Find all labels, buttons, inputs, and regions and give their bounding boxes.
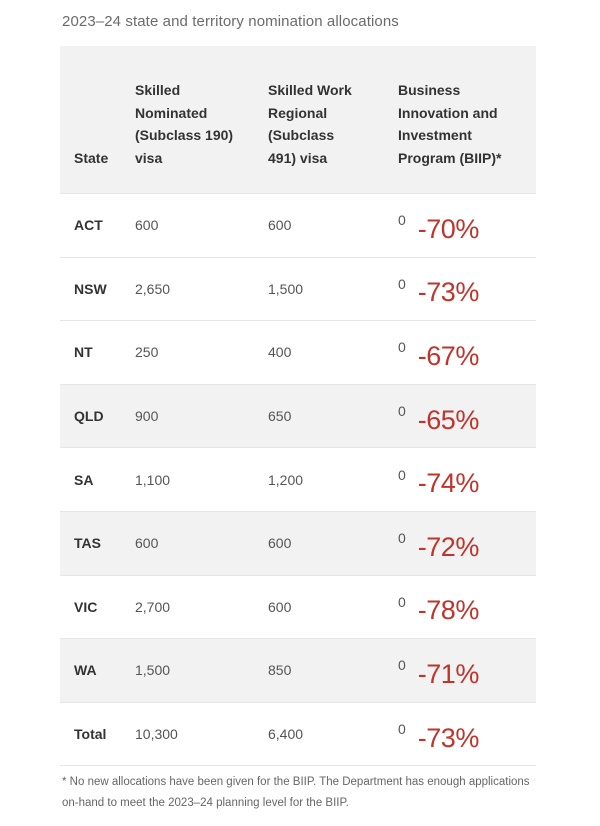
cell-subclass-491: 650	[268, 408, 292, 425]
change-annotation: -73%	[417, 277, 480, 308]
change-annotation: -67%	[417, 340, 480, 371]
cell-subclass-190: 900	[135, 408, 159, 425]
cell-subclass-190: 250	[135, 344, 159, 361]
change-annotation: -71%	[417, 658, 480, 689]
cell-subclass-190: 600	[135, 535, 159, 552]
cell-biip: 0 -73%	[398, 269, 536, 308]
table-row: NSW 2,650 1,500 0 -73%	[60, 258, 536, 322]
biip-value: 0	[398, 530, 406, 547]
table-row: ACT 600 600 0 -70%	[60, 194, 536, 258]
cell-biip: 0 -78%	[398, 587, 536, 626]
table-row: SA 1,100 1,200 0 -74%	[60, 448, 536, 512]
cell-state: WA	[74, 662, 97, 679]
biip-value: 0	[398, 403, 406, 420]
cell-subclass-491: 6,400	[268, 726, 304, 743]
table-row-total: Total 10,300 6,400 0 -73%	[60, 703, 536, 767]
change-annotation: -78%	[417, 595, 480, 626]
biip-value: 0	[398, 275, 406, 292]
cell-subclass-491: 1,500	[268, 280, 304, 297]
table-caption: 2023–24 state and territory nomination a…	[62, 13, 399, 30]
biip-value: 0	[398, 657, 406, 674]
cell-state: NT	[74, 344, 93, 361]
cell-state: SA	[74, 471, 94, 488]
cell-subclass-190: 2,700	[135, 598, 171, 615]
header-subclass-190: Skilled Nominated (Subclass 190) visa	[135, 82, 234, 166]
biip-value: 0	[398, 593, 406, 610]
table-row: QLD 900 650 0 -65%	[60, 384, 536, 449]
change-annotation: -74%	[417, 468, 480, 499]
cell-biip: 0 -70%	[398, 206, 536, 245]
cell-state: Total	[74, 726, 107, 743]
cell-biip: 0 -72%	[398, 524, 536, 563]
cell-state: ACT	[74, 217, 103, 234]
biip-value: 0	[398, 721, 406, 738]
cell-subclass-491: 850	[268, 662, 292, 679]
cell-state: TAS	[74, 535, 101, 552]
cell-biip: 0 -71%	[398, 651, 536, 690]
change-annotation: -65%	[417, 404, 480, 435]
header-state: State	[74, 149, 109, 166]
cell-biip: 0 -67%	[398, 333, 536, 372]
cell-state: NSW	[74, 280, 107, 297]
biip-value: 0	[398, 339, 406, 356]
table-row: WA 1,500 850 0 -71%	[60, 639, 536, 703]
cell-state: QLD	[74, 408, 104, 425]
cell-subclass-190: 1,100	[135, 471, 171, 488]
cell-biip: 0 -74%	[398, 460, 536, 499]
change-annotation: -72%	[417, 531, 480, 562]
cell-subclass-491: 600	[268, 535, 292, 552]
cell-biip: 0 -65%	[398, 397, 536, 436]
cell-subclass-190: 1,500	[135, 662, 171, 679]
cell-subclass-190: 2,650	[135, 280, 171, 297]
header-biip: Business Innovation and Investment Progr…	[398, 82, 502, 166]
cell-subclass-190: 600	[135, 217, 159, 234]
cell-state: VIC	[74, 598, 98, 615]
change-annotation: -70%	[417, 213, 480, 244]
cell-subclass-491: 600	[268, 598, 292, 615]
biip-value: 0	[398, 212, 406, 229]
cell-subclass-491: 1,200	[268, 471, 304, 488]
cell-biip: 0 -73%	[398, 715, 536, 754]
table-row: VIC 2,700 600 0 -78%	[60, 576, 536, 640]
footnote: * No new allocations have been given for…	[62, 776, 530, 809]
table-row: NT 250 400 0 -67%	[60, 321, 536, 385]
biip-value: 0	[398, 466, 406, 483]
cell-subclass-491: 400	[268, 344, 292, 361]
change-annotation: -73%	[417, 722, 480, 753]
allocations-table: State Skilled Nominated (Subclass 190) v…	[60, 46, 536, 767]
table-header-row: State Skilled Nominated (Subclass 190) v…	[60, 46, 536, 194]
cell-subclass-190: 10,300	[135, 726, 178, 743]
header-subclass-491: Skilled Work Regional (Subclass 491) vis…	[268, 82, 352, 166]
cell-subclass-491: 600	[268, 217, 292, 234]
table-row: TAS 600 600 0 -72%	[60, 511, 536, 576]
